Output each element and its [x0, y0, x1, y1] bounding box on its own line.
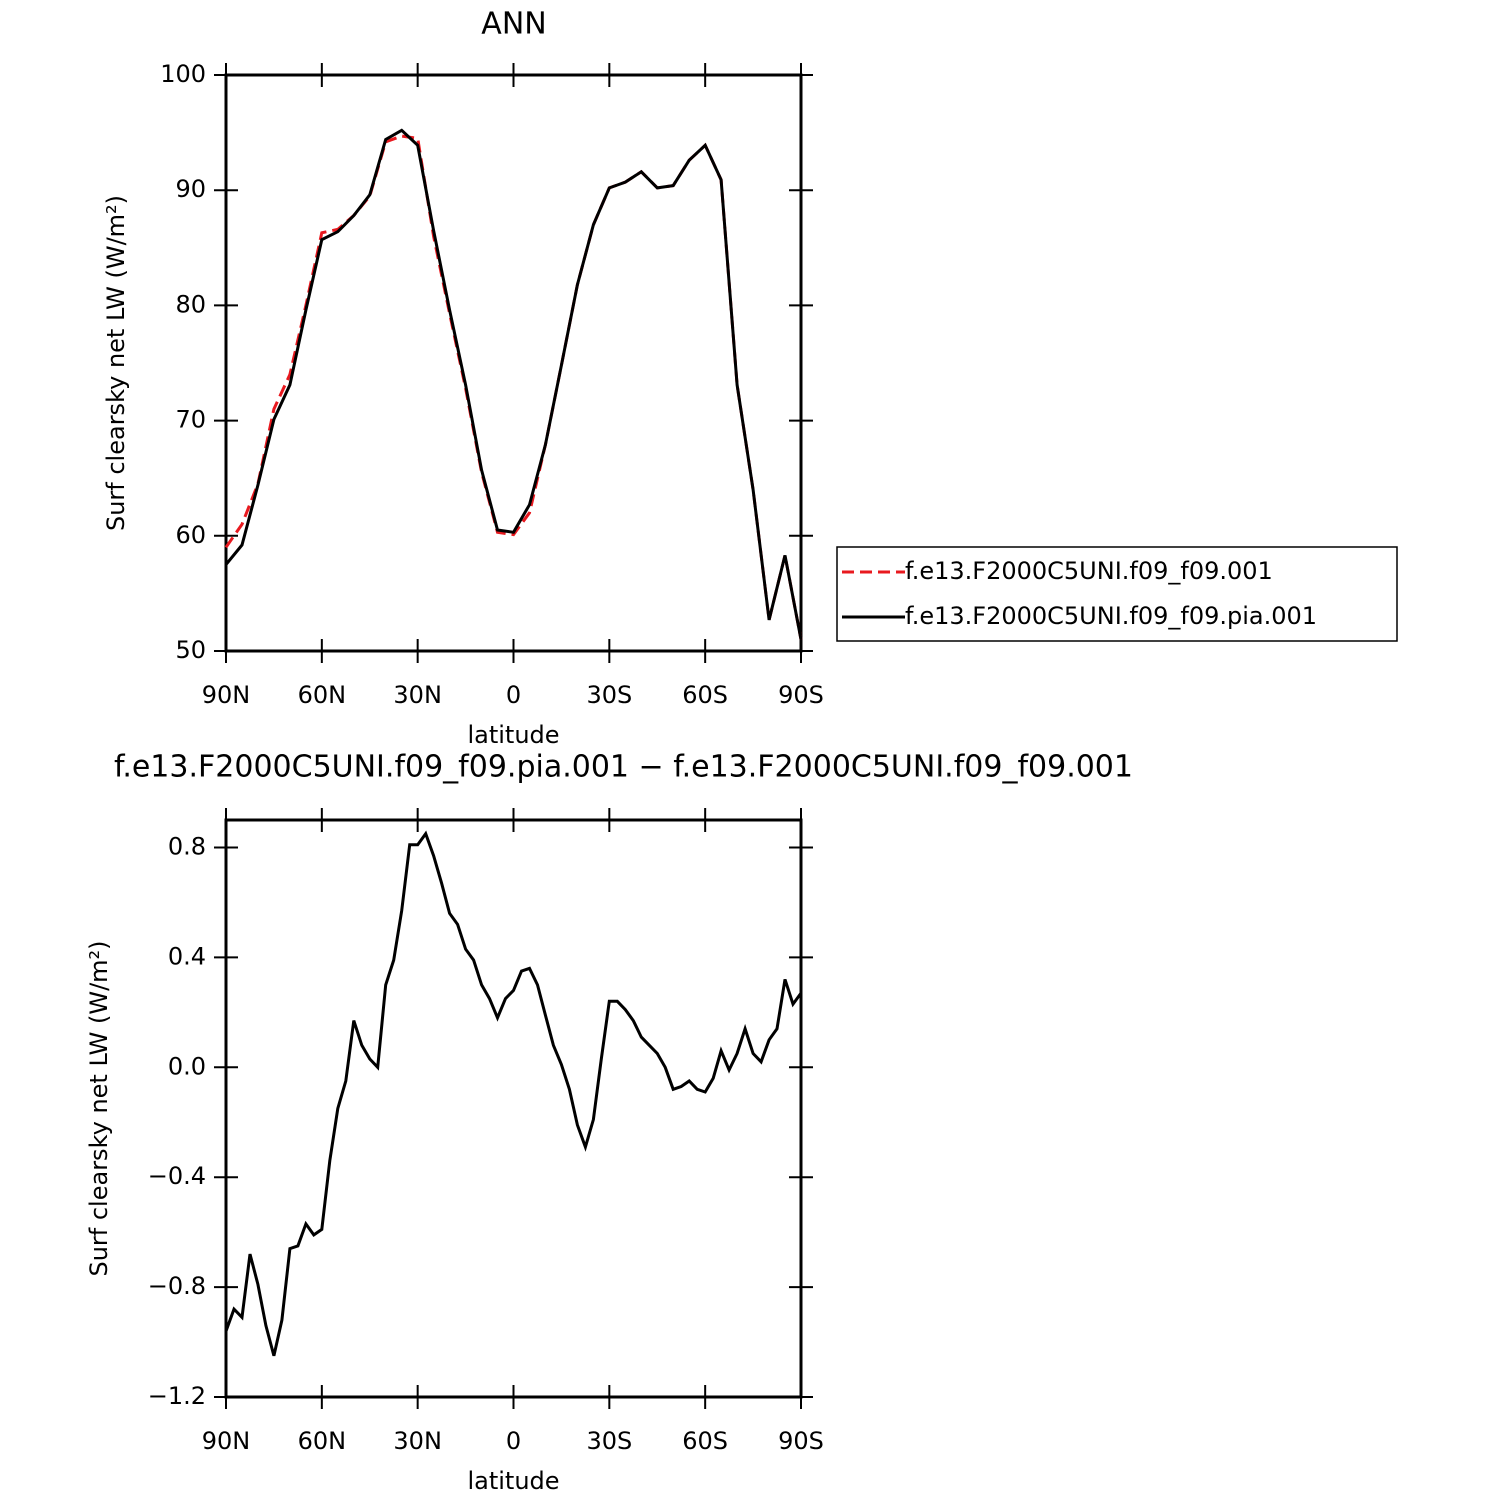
y-tick-label: 60 — [175, 521, 206, 549]
x-tick-label: 60S — [682, 681, 728, 709]
x-tick-label: 30S — [586, 1427, 632, 1455]
legend-label: f.e13.F2000C5UNI.f09_f09.pia.001 — [905, 602, 1317, 630]
y-tick-label: −0.4 — [148, 1162, 206, 1190]
y-tick-label: 100 — [160, 60, 206, 88]
x-tick-label: 60S — [682, 1427, 728, 1455]
x-axis-label: latitude — [467, 1467, 559, 1495]
chart-title: ANN — [481, 7, 546, 42]
x-tick-label: 0 — [506, 1427, 521, 1455]
chart-panel: f.e13.F2000C5UNI.f09_f09.pia.001 − f.e13… — [85, 750, 1133, 1496]
y-axis-label: Surf clearsky net LW (W/m²) — [102, 195, 130, 531]
x-tick-label: 30N — [393, 1427, 442, 1455]
chart-panel: ANN 50 60 70 80 90 100 90N 60N 30N 0 30S 60S 90S latit… — [102, 7, 1398, 749]
y-tick-label: −1.2 — [148, 1382, 206, 1410]
x-tick-label: 90S — [778, 681, 824, 709]
y-tick-label: 0.0 — [168, 1052, 206, 1080]
y-tick-label: 50 — [175, 636, 206, 664]
series-line — [224, 134, 803, 640]
x-tick-label: 90S — [778, 1427, 824, 1455]
x-tick-label: 60N — [298, 1427, 347, 1455]
chart-title: f.e13.F2000C5UNI.f09_f09.pia.001 − f.e13… — [114, 750, 1133, 785]
plot-frame — [224, 73, 803, 653]
x-tick-label: 90N — [202, 681, 251, 709]
legend-label: f.e13.F2000C5UNI.f09_f09.001 — [905, 557, 1273, 585]
y-axis-label: Surf clearsky net LW (W/m²) — [85, 940, 113, 1276]
x-tick-label: 0 — [506, 681, 521, 709]
x-tick-label: 30N — [393, 681, 442, 709]
y-tick-label: 80 — [175, 290, 206, 318]
series-line — [224, 830, 803, 1357]
legend-box — [836, 546, 1398, 642]
x-tick-label: 30S — [586, 681, 632, 709]
x-tick-label: 60N — [298, 681, 347, 709]
x-axis-label: latitude — [467, 721, 559, 749]
y-tick-label: 0.8 — [168, 832, 206, 860]
y-tick-label: 90 — [175, 175, 206, 203]
series-line — [224, 128, 803, 640]
x-tick-label: 90N — [202, 1427, 251, 1455]
y-tick-label: 70 — [175, 406, 206, 434]
y-tick-label: 0.4 — [168, 942, 206, 970]
y-tick-label: −0.8 — [148, 1272, 206, 1300]
plot-frame — [224, 818, 803, 1399]
